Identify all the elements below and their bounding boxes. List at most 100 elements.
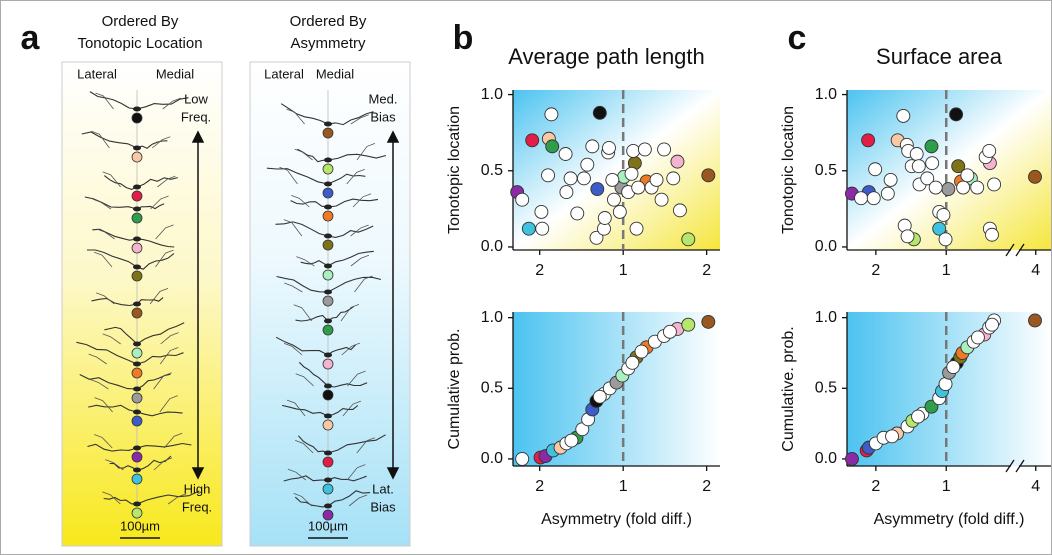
point <box>911 159 926 174</box>
dendrite <box>341 342 360 356</box>
x-tick-label: 2 <box>871 478 880 495</box>
neuron-marker <box>131 392 143 404</box>
dendrite <box>287 468 307 481</box>
point <box>956 180 971 195</box>
point <box>951 159 966 174</box>
point <box>634 344 649 359</box>
dendrite <box>346 168 365 185</box>
dendrite <box>102 333 121 345</box>
x-tick-label: 4 <box>1031 478 1040 495</box>
dendrite <box>153 457 173 471</box>
arrow-label: Lat. <box>372 481 394 496</box>
point <box>592 105 607 120</box>
point <box>576 171 591 186</box>
point <box>592 389 607 404</box>
soma <box>133 145 141 151</box>
point <box>681 317 696 332</box>
neuron-marker <box>131 212 143 224</box>
x-axis-label: Asymmetry (fold diff.) <box>874 511 1025 528</box>
scale-label: 100µm <box>308 518 348 533</box>
x-tick-label: 1 <box>619 478 628 495</box>
neuron-marker <box>322 187 334 199</box>
dendrite <box>291 194 310 208</box>
y-tick-label: 1.0 <box>815 86 837 103</box>
neuron-marker <box>131 347 143 359</box>
x-tick-label: 2 <box>871 262 880 279</box>
dendrite <box>94 434 113 449</box>
dendrite <box>159 395 178 413</box>
dendrite <box>327 490 371 507</box>
point <box>985 227 999 242</box>
axis-break <box>1005 243 1025 257</box>
dendrite <box>295 373 314 387</box>
soma <box>133 341 141 347</box>
neurons <box>76 90 387 521</box>
dendrite <box>327 276 382 293</box>
dendrite <box>293 304 313 322</box>
point <box>987 177 1002 192</box>
side-label: Medial <box>316 66 354 81</box>
dendrite <box>136 490 200 505</box>
neuron-marker <box>131 415 143 427</box>
y-tick-label: 1.0 <box>481 309 503 326</box>
y-tick-label: 0.0 <box>815 238 837 255</box>
dendrite <box>157 175 176 188</box>
dendrite <box>327 250 374 267</box>
point <box>911 409 926 424</box>
panel-label: c <box>788 19 807 57</box>
point <box>970 180 985 195</box>
dendrite <box>104 326 138 345</box>
neuron-marker <box>131 151 143 163</box>
dendrite <box>90 379 109 390</box>
point <box>925 156 940 171</box>
dendrite <box>283 475 329 482</box>
point <box>985 317 999 332</box>
soma <box>133 301 141 307</box>
dendrite <box>91 297 138 307</box>
point <box>936 208 951 222</box>
soma <box>324 318 332 324</box>
neuron-marker <box>322 239 334 251</box>
dendrite <box>136 297 164 305</box>
arrow <box>191 130 400 480</box>
dendrite <box>300 259 329 267</box>
x-tick-label: 1 <box>942 478 951 495</box>
point <box>662 324 677 339</box>
neuron-marker <box>322 509 334 521</box>
y-tick-label: 0.5 <box>481 380 503 397</box>
dendrite <box>155 249 174 268</box>
point <box>928 180 943 195</box>
point <box>612 204 627 219</box>
dendrite <box>327 153 387 161</box>
y-tick-label: 0.5 <box>481 162 503 179</box>
dendrite <box>102 491 121 505</box>
panel-label: a <box>21 19 41 57</box>
dendrite <box>290 200 329 208</box>
point <box>534 204 549 219</box>
dendrite <box>327 382 368 388</box>
soma <box>324 157 332 163</box>
dendrite <box>327 111 374 126</box>
point <box>982 144 997 158</box>
point <box>629 221 644 236</box>
soma <box>133 264 141 270</box>
soma <box>133 467 141 473</box>
point <box>900 229 915 244</box>
dendrite <box>162 97 181 110</box>
point <box>672 203 687 218</box>
arrow-label: Freq. <box>181 109 211 124</box>
point <box>541 168 556 183</box>
y-tick-label: 1.0 <box>815 309 837 326</box>
dendrite <box>327 405 359 417</box>
point <box>558 147 573 161</box>
dendrite <box>294 496 329 508</box>
arrow-label: Med. <box>369 91 398 106</box>
dendrite <box>94 397 113 413</box>
dendrite <box>81 131 138 149</box>
point <box>844 451 859 466</box>
dendrite <box>350 114 369 125</box>
point <box>938 232 953 247</box>
point <box>1028 169 1042 184</box>
dendrite <box>356 143 376 161</box>
dendrite <box>91 130 110 149</box>
